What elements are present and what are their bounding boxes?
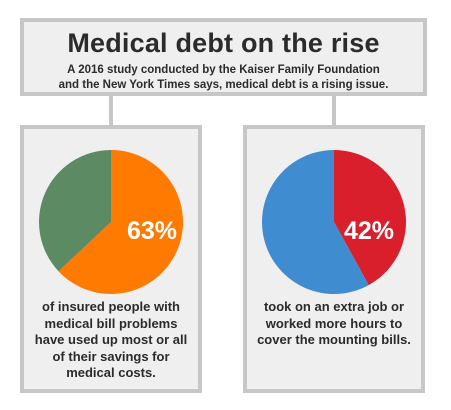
- title-box: Medical debt on the rise A 2016 study co…: [20, 18, 427, 96]
- pie-slice-highlight: [334, 150, 407, 286]
- page-title: Medical debt on the rise: [67, 28, 380, 58]
- pie-slice-remainder: [262, 150, 369, 294]
- pie-percent-label: 42%: [344, 217, 394, 245]
- pie-percent-label: 63%: [127, 217, 177, 245]
- subtitle-line-2: and the New York Times says, medical deb…: [58, 79, 389, 91]
- pie-chart-extra-job: 42%: [262, 150, 407, 294]
- connector-vertical-right: [332, 96, 336, 125]
- stat-panel-extra-job: 42% took on an extra job or worked more …: [243, 125, 425, 393]
- connector-vertical-left: [109, 96, 113, 125]
- stat-panel-savings: 63% of insured people with medical bill …: [20, 125, 202, 393]
- subtitle-line-1: A 2016 study conducted by the Kaiser Fam…: [67, 64, 380, 76]
- subtitle: A 2016 study conducted by the Kaiser Fam…: [24, 63, 423, 93]
- pie-slice-highlight: [58, 150, 183, 294]
- stat-caption: took on an extra job or worked more hour…: [257, 299, 411, 347]
- pie-slice-remainder: [38, 150, 112, 272]
- stat-caption: of insured people with medical bill prob…: [34, 299, 188, 380]
- pie-chart-savings: 63%: [38, 150, 183, 294]
